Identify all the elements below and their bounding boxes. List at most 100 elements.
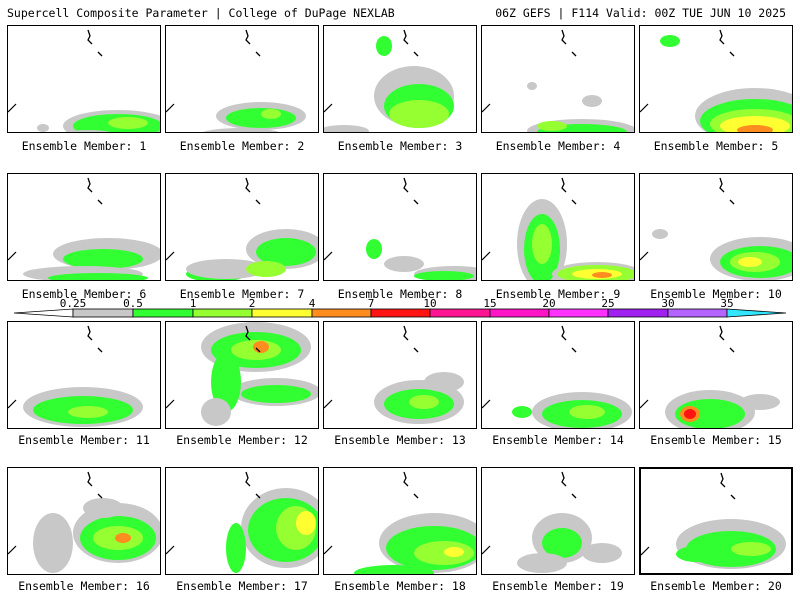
ensemble-map-panel-10 [639, 173, 793, 281]
scp-shaded-area-green [211, 352, 241, 412]
lake-outline [413, 493, 419, 499]
scp-shaded-area-green [366, 239, 382, 259]
ensemble-map-panel-15 [639, 321, 793, 429]
ensemble-map-panel-6 [7, 173, 161, 281]
ensemble-map-panel-11 [7, 321, 161, 429]
coastline [561, 177, 567, 193]
gulf-coastline [482, 251, 491, 261]
ensemble-member-label: Ensemble Member: 17 [176, 579, 308, 593]
ensemble-member-label: Ensemble Member: 7 [179, 287, 305, 301]
colorbar-tick-label: 10 [423, 297, 437, 310]
coastline [561, 29, 567, 45]
colorbar-tick-label: 20 [542, 297, 556, 310]
gulf-coastline [640, 399, 649, 409]
lake-outline [730, 494, 736, 500]
colorbar-swatch [311, 308, 372, 318]
ensemble-member-label: Ensemble Member: 1 [21, 139, 147, 153]
lake-outline [413, 347, 419, 353]
lake-outline [413, 51, 419, 57]
coastline [403, 177, 409, 193]
colorbar-tick-label: 0.5 [123, 297, 143, 310]
ensemble-map-panel-3 [323, 25, 477, 133]
scp-shaded-area-orange [592, 272, 612, 278]
colorbar-swatch [370, 308, 431, 318]
scp-contour-map [8, 471, 160, 573]
scp-shaded-area-orange [253, 341, 269, 353]
lake-outline [571, 199, 577, 205]
gulf-coastline [8, 545, 17, 555]
lake-outline [413, 199, 419, 205]
coastline [87, 471, 93, 487]
ensemble-member-label: Ensemble Member: 19 [492, 579, 624, 593]
lake-outline [571, 347, 577, 353]
ensemble-map-panel-2 [165, 25, 319, 133]
scp-contour-map [482, 177, 634, 280]
ensemble-member-label: Ensemble Member: 15 [650, 433, 782, 447]
ensemble-map-panel-12 [165, 321, 319, 429]
scp-shaded-area-orange [737, 125, 773, 132]
ensemble-member-label: Ensemble Member: 14 [492, 433, 624, 447]
scp-shaded-area-lightgreen [731, 542, 771, 556]
colorbar-tick-label: 4 [308, 297, 316, 310]
scp-shaded-area-lightgreen [569, 405, 605, 419]
lake-outline [255, 51, 261, 57]
scp-contour-map [482, 471, 622, 573]
scp-shaded-area-gray [582, 95, 602, 107]
scp-shaded-area-gray [582, 543, 622, 563]
colorbar [13, 308, 787, 318]
gulf-coastline [8, 251, 17, 261]
colorbar-tick-label: 7 [367, 297, 375, 310]
coastline [561, 471, 567, 487]
scp-shaded-area-gray [740, 394, 780, 410]
lake-outline [97, 347, 103, 353]
scp-shaded-area-red [684, 409, 696, 419]
colorbar-tick-label: 2 [248, 297, 256, 310]
colorbar-swatch [192, 308, 253, 318]
colorbar-swatch [726, 308, 787, 318]
colorbar-swatch [132, 308, 194, 318]
scp-shaded-area-green [660, 35, 680, 47]
gulf-coastline [324, 399, 333, 409]
scp-shaded-area-orange [115, 533, 131, 543]
scp-shaded-area-yellow [296, 511, 316, 535]
scp-shaded-area-green [226, 523, 246, 573]
ensemble-member-label: Ensemble Member: 4 [495, 139, 621, 153]
coastline [719, 325, 725, 341]
coastline [87, 29, 93, 45]
ensemble-map-panel-16 [7, 467, 161, 575]
scp-shaded-area-green [354, 565, 434, 574]
scp-shaded-area-lightgreen [389, 100, 449, 128]
ensemble-member-label: Ensemble Member: 11 [18, 433, 150, 447]
gulf-coastline [166, 103, 175, 113]
colorbar-swatch [667, 308, 728, 318]
scp-shaded-area-lightgreen [108, 117, 148, 129]
gulf-coastline [324, 103, 333, 113]
ensemble-map-panel-9 [481, 173, 635, 281]
ensemble-member-label: Ensemble Member: 6 [21, 287, 147, 301]
gulf-coastline [324, 251, 333, 261]
scp-shaded-area-gray [186, 259, 266, 279]
scp-shaded-area-gray [64, 130, 112, 132]
scp-contour-map [640, 177, 792, 280]
lake-outline [571, 493, 577, 499]
scp-contour-map [324, 29, 454, 132]
gulf-coastline [482, 545, 491, 555]
scp-shaded-area-lightgreen [68, 406, 108, 418]
scp-shaded-area-gray [203, 128, 279, 132]
colorbar-swatch [429, 308, 491, 318]
colorbar-tick-label: 1 [189, 297, 197, 310]
colorbar-tick-label: 15 [483, 297, 497, 310]
scp-shaded-area-gray [384, 256, 424, 272]
valid-time-title: 06Z GEFS | F114 Valid: 00Z TUE JUN 10 20… [495, 6, 786, 20]
scp-shaded-area-green [63, 249, 143, 269]
scp-shaded-area-gray [201, 398, 231, 426]
colorbar-swatch [607, 308, 669, 318]
gulf-coastline [8, 399, 17, 409]
coastline [561, 325, 567, 341]
scp-shaded-area-gray [424, 372, 464, 392]
lake-outline [729, 51, 735, 57]
scp-shaded-area-gray [652, 229, 668, 239]
colorbar-swatch [548, 308, 609, 318]
lake-outline [255, 347, 261, 353]
colorbar-tick-label: 25 [601, 297, 615, 310]
